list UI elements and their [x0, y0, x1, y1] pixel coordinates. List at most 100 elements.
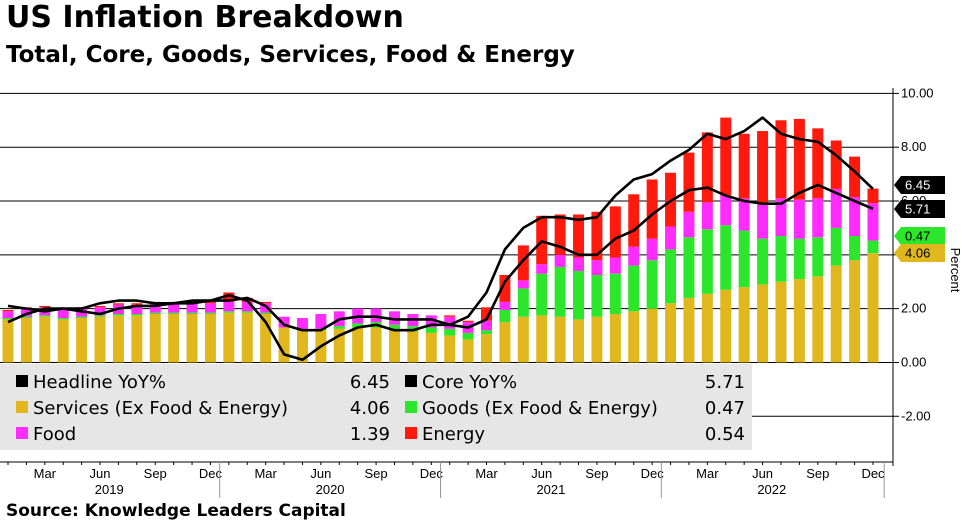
bar-food — [186, 303, 198, 313]
bar-services — [536, 315, 548, 363]
bar-energy — [793, 118, 805, 200]
bar-services — [573, 319, 585, 363]
bar-energy — [738, 133, 750, 199]
bar-services — [39, 316, 51, 363]
legend-value-core: 5.71 — [705, 372, 745, 393]
bar-services — [775, 281, 787, 363]
bar-goods — [812, 237, 824, 277]
y-axis-label: Percent — [948, 248, 963, 293]
x-month-label: Sep — [806, 466, 829, 481]
bar-services — [407, 331, 419, 363]
bar-goods — [39, 315, 51, 317]
bar-goods — [388, 324, 400, 331]
bar-goods — [425, 327, 437, 333]
x-year-label: 2020 — [316, 482, 345, 497]
bar-services — [757, 284, 769, 363]
bar-food — [775, 198, 787, 236]
bar-goods — [591, 275, 603, 317]
bar-food — [241, 301, 253, 312]
bar-food — [481, 320, 493, 331]
bar-goods — [573, 270, 585, 320]
tag-box-headline — [894, 176, 945, 194]
bar-goods — [757, 238, 769, 285]
bar-services — [646, 308, 658, 363]
bar-energy — [112, 303, 124, 305]
bar-services — [738, 287, 750, 363]
bar-services — [223, 312, 235, 363]
bar-food — [149, 303, 161, 313]
bar-services — [388, 330, 400, 363]
chart-subtitle: Total, Core, Goods, Services, Food & Ene… — [6, 42, 575, 68]
bar-food — [223, 301, 235, 312]
bar-services — [76, 318, 88, 363]
bar-goods — [517, 288, 529, 317]
bar-services — [20, 318, 32, 363]
bar-services — [168, 314, 180, 363]
bar-food — [738, 198, 750, 231]
chart-title: US Inflation Breakdown — [6, 0, 404, 35]
bar-energy — [481, 307, 493, 321]
legend-label-energy: Energy — [422, 424, 485, 445]
legend-label-services: Services (Ex Food & Energy) — [33, 398, 288, 419]
bar-goods — [352, 323, 364, 328]
legend-swatch-core — [405, 375, 417, 387]
bar-energy — [775, 120, 787, 199]
bar-services — [278, 327, 290, 363]
tag-value-services: 4.06 — [905, 246, 930, 261]
legend-swatch-food — [16, 427, 28, 439]
tag-value-headline: 6.45 — [905, 178, 930, 193]
bar-goods — [665, 249, 677, 304]
x-month-label: Dec — [420, 466, 444, 481]
bar-services — [94, 316, 106, 363]
legend-swatch-energy — [405, 427, 417, 439]
bar-food — [94, 307, 106, 316]
bar-goods — [793, 238, 805, 280]
bar-goods — [149, 312, 161, 315]
bar-goods — [628, 265, 640, 312]
line-headline — [7, 116, 874, 362]
bar-services — [849, 260, 861, 363]
bar-energy — [554, 214, 566, 255]
bar-services — [352, 327, 364, 363]
bar-energy — [499, 275, 511, 302]
bar-energy — [536, 215, 548, 265]
x-month-label: Mar — [475, 466, 498, 481]
bar-services — [554, 316, 566, 363]
bar-energy — [830, 140, 842, 189]
x-month-label: Dec — [861, 466, 885, 481]
legend-label-goods: Goods (Ex Food & Energy) — [422, 398, 658, 419]
x-month-label: Sep — [365, 466, 388, 481]
bar-goods — [186, 312, 198, 315]
bar-services — [112, 315, 124, 363]
y-tick-label: 8.00 — [901, 139, 926, 154]
bar-energy — [591, 211, 603, 261]
legend: Headline YoY% 6.45 Core YoY% 5.71 Services (… — [0, 364, 752, 450]
bar-goods — [407, 326, 419, 332]
legend-swatch-headline — [16, 375, 28, 387]
bar-goods — [481, 330, 493, 335]
bar-services — [57, 319, 69, 363]
bar-food — [701, 202, 713, 230]
bar-food — [76, 308, 88, 317]
bar-energy — [646, 179, 658, 239]
y-tick-label: 10.00 — [901, 85, 934, 100]
bar-services — [186, 314, 198, 363]
bar-goods — [112, 314, 124, 316]
x-month-label: Dec — [641, 466, 665, 481]
bar-services — [701, 293, 713, 363]
bar-food — [720, 195, 732, 226]
bar-services — [517, 316, 529, 363]
x-year-label: 2021 — [536, 482, 565, 497]
bar-energy — [849, 156, 861, 197]
bar-goods — [260, 312, 272, 315]
legend-value-energy: 0.54 — [705, 424, 745, 445]
bar-goods — [57, 318, 69, 320]
bar-services — [665, 303, 677, 363]
legend-value-headline: 6.45 — [350, 372, 390, 393]
bar-goods — [20, 316, 32, 319]
legend-swatch-services — [16, 401, 28, 413]
trend-lines — [7, 116, 874, 362]
bar-energy — [131, 303, 143, 305]
legend-value-goods: 0.47 — [705, 398, 745, 419]
bar-services — [370, 327, 382, 363]
